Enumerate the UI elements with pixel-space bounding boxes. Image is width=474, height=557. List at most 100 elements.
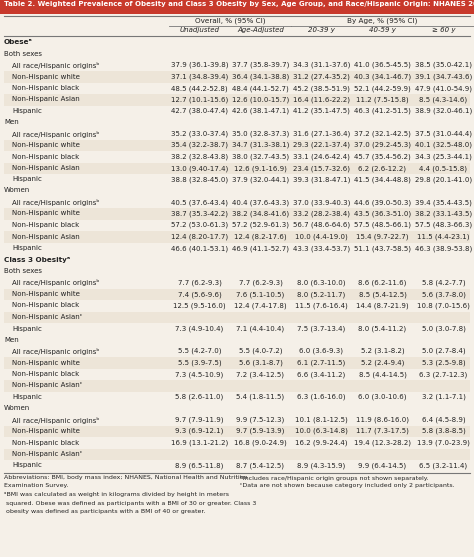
Text: All race/Hispanic originsᵇ: All race/Hispanic originsᵇ <box>12 199 100 206</box>
Text: 8.0 (5.2-11.7): 8.0 (5.2-11.7) <box>297 291 346 297</box>
Text: 38.7 (35.3-42.2): 38.7 (35.3-42.2) <box>171 211 228 217</box>
Bar <box>4 208 470 219</box>
Text: 38.2 (32.8-43.8): 38.2 (32.8-43.8) <box>171 154 228 160</box>
Text: 9.9 (7.5-12.3): 9.9 (7.5-12.3) <box>237 417 284 423</box>
Text: 11.5 (4.4-23.1): 11.5 (4.4-23.1) <box>417 233 470 240</box>
Text: 37.0 (29.2-45.3): 37.0 (29.2-45.3) <box>354 142 411 149</box>
Text: Non-Hispanic black: Non-Hispanic black <box>12 154 79 159</box>
Text: 46.3 (41.2-51.5): 46.3 (41.2-51.5) <box>354 108 411 115</box>
Text: 5.2 (3.1-8.2): 5.2 (3.1-8.2) <box>361 348 404 354</box>
Text: Non-Hispanic Asianᶜ: Non-Hispanic Asianᶜ <box>12 451 82 457</box>
Text: 40.5 (37.6-43.4): 40.5 (37.6-43.4) <box>171 199 228 206</box>
Text: 8.5 (4.3-14.6): 8.5 (4.3-14.6) <box>419 96 467 103</box>
Bar <box>4 231 470 242</box>
Text: 51.1 (43.7-58.5): 51.1 (43.7-58.5) <box>354 245 411 252</box>
Bar <box>4 277 470 289</box>
Text: Non-Hispanic white: Non-Hispanic white <box>12 428 80 434</box>
Text: 39.1 (34.7-43.6): 39.1 (34.7-43.6) <box>415 74 472 80</box>
Text: Women: Women <box>4 405 30 411</box>
Text: Class 3 Obesityᵃ: Class 3 Obesityᵃ <box>4 257 70 263</box>
Bar <box>4 414 470 426</box>
Text: 10.0 (6.3-14.8): 10.0 (6.3-14.8) <box>295 428 348 434</box>
Text: Non-Hispanic Asian: Non-Hispanic Asian <box>12 96 80 102</box>
Bar <box>4 437 470 448</box>
Text: 52.1 (44.2-59.9): 52.1 (44.2-59.9) <box>354 85 411 91</box>
Bar <box>4 128 470 139</box>
Text: Table 2. Weighted Prevalence of Obesity and Class 3 Obesity by Sex, Age Group, a: Table 2. Weighted Prevalence of Obesity … <box>4 1 474 7</box>
Text: 38.8 (32.8-45.0): 38.8 (32.8-45.0) <box>171 177 228 183</box>
Text: 16.4 (11.6-22.2): 16.4 (11.6-22.2) <box>293 96 350 103</box>
Text: 38.2 (33.1-43.5): 38.2 (33.1-43.5) <box>415 211 472 217</box>
Text: Non-Hispanic Asian: Non-Hispanic Asian <box>12 165 80 171</box>
Text: 38.9 (32.0-46.1): 38.9 (32.0-46.1) <box>415 108 472 115</box>
Text: 44.6 (39.0-50.3): 44.6 (39.0-50.3) <box>354 199 411 206</box>
Text: 57.2 (52.9-61.3): 57.2 (52.9-61.3) <box>232 222 289 228</box>
Bar <box>4 311 470 323</box>
Text: 10.8 (7.0-15.6): 10.8 (7.0-15.6) <box>417 302 470 309</box>
Text: 16.8 (9.0-24.9): 16.8 (9.0-24.9) <box>234 439 287 446</box>
Text: 13.0 (9.40-17.4): 13.0 (9.40-17.4) <box>171 165 228 172</box>
Text: squared. Obese was defined as participants with a BMI of 30 or greater. Class 3: squared. Obese was defined as participan… <box>4 501 256 506</box>
Bar <box>4 139 470 151</box>
Text: 5.3 (2.5-9.8): 5.3 (2.5-9.8) <box>422 359 465 366</box>
Text: 5.4 (1.8-11.5): 5.4 (1.8-11.5) <box>237 394 284 400</box>
Text: 8.7 (5.4-12.5): 8.7 (5.4-12.5) <box>237 462 284 469</box>
Text: 5.8 (4.2-7.7): 5.8 (4.2-7.7) <box>422 280 465 286</box>
Text: Hispanic: Hispanic <box>12 394 42 400</box>
Text: Non-Hispanic white: Non-Hispanic white <box>12 142 80 148</box>
Text: Non-Hispanic white: Non-Hispanic white <box>12 74 80 80</box>
Text: 5.8 (3.8-8.5): 5.8 (3.8-8.5) <box>422 428 465 434</box>
Text: Both sexes: Both sexes <box>4 268 42 274</box>
Text: ᵃBMI was calculated as weight in kilograms divided by height in meters: ᵃBMI was calculated as weight in kilogra… <box>4 492 229 497</box>
Bar <box>4 105 470 117</box>
Text: 37.9 (32.0-44.1): 37.9 (32.0-44.1) <box>232 177 289 183</box>
Text: 5.5 (3.9-7.5): 5.5 (3.9-7.5) <box>178 359 221 366</box>
Bar <box>4 242 470 254</box>
Bar <box>4 357 470 369</box>
Text: 41.5 (34.4-48.8): 41.5 (34.4-48.8) <box>354 177 411 183</box>
Bar <box>4 71 470 82</box>
Bar <box>0 0 474 14</box>
Text: Unadjusted: Unadjusted <box>180 27 219 33</box>
Text: All race/Hispanic originsᵇ: All race/Hispanic originsᵇ <box>12 417 100 423</box>
Text: 39.4 (35.4-43.5): 39.4 (35.4-43.5) <box>415 199 472 206</box>
Text: 5.0 (2.7-8.4): 5.0 (2.7-8.4) <box>422 348 465 354</box>
Text: 15.4 (9.7-22.7): 15.4 (9.7-22.7) <box>356 233 409 240</box>
Text: 5.2 (2.4-9.4): 5.2 (2.4-9.4) <box>361 359 404 366</box>
Text: 42.7 (38.0-47.4): 42.7 (38.0-47.4) <box>171 108 228 115</box>
Text: 41.0 (36.5-45.5): 41.0 (36.5-45.5) <box>354 62 411 69</box>
Text: 20-39 y: 20-39 y <box>308 27 335 33</box>
Text: 6.5 (3.2-11.4): 6.5 (3.2-11.4) <box>419 462 467 469</box>
Text: 11.9 (8.6-16.0): 11.9 (8.6-16.0) <box>356 417 409 423</box>
Text: 33.2 (28.2-38.4): 33.2 (28.2-38.4) <box>293 211 350 217</box>
Text: 34.3 (31.1-37.6): 34.3 (31.1-37.6) <box>293 62 350 69</box>
Text: Non-Hispanic Asianᶜ: Non-Hispanic Asianᶜ <box>12 314 82 320</box>
Text: 11.7 (7.3-17.5): 11.7 (7.3-17.5) <box>356 428 409 434</box>
Text: 37.0 (33.9-40.3): 37.0 (33.9-40.3) <box>293 199 350 206</box>
Text: 41.2 (35.1-47.5): 41.2 (35.1-47.5) <box>293 108 350 115</box>
Text: 6.6 (3.4-11.2): 6.6 (3.4-11.2) <box>297 371 346 378</box>
Text: 6.3 (2.7-12.3): 6.3 (2.7-12.3) <box>419 371 468 378</box>
Text: 8.0 (5.4-11.2): 8.0 (5.4-11.2) <box>358 325 407 332</box>
Text: Abbreviations: BMI, body mass index; NHANES, National Health and Nutrition: Abbreviations: BMI, body mass index; NHA… <box>4 475 247 480</box>
Text: 57.2 (53.0-61.3): 57.2 (53.0-61.3) <box>171 222 228 228</box>
Text: 7.7 (6.2-9.3): 7.7 (6.2-9.3) <box>178 280 221 286</box>
Text: ᶜData are not shown because category included only 2 participants.: ᶜData are not shown because category inc… <box>240 483 455 488</box>
Text: Non-Hispanic white: Non-Hispanic white <box>12 291 80 297</box>
Bar <box>4 426 470 437</box>
Bar <box>4 323 470 335</box>
Text: Hispanic: Hispanic <box>12 245 42 251</box>
Bar <box>4 289 470 300</box>
Bar <box>4 300 470 311</box>
Text: 5.6 (3.7-8.0): 5.6 (3.7-8.0) <box>421 291 465 297</box>
Bar <box>4 345 470 357</box>
Text: 36.4 (34.1-38.8): 36.4 (34.1-38.8) <box>232 74 289 80</box>
Text: 35.4 (32.2-38.7): 35.4 (32.2-38.7) <box>171 142 228 149</box>
Text: Women: Women <box>4 188 30 193</box>
Text: 19.4 (12.3-28.2): 19.4 (12.3-28.2) <box>354 439 411 446</box>
Text: Men: Men <box>4 119 19 125</box>
Text: 40.4 (37.6-43.3): 40.4 (37.6-43.3) <box>232 199 289 206</box>
Bar <box>4 219 470 231</box>
Bar <box>4 151 470 163</box>
Text: 12.4 (7.4-17.8): 12.4 (7.4-17.8) <box>234 302 287 309</box>
